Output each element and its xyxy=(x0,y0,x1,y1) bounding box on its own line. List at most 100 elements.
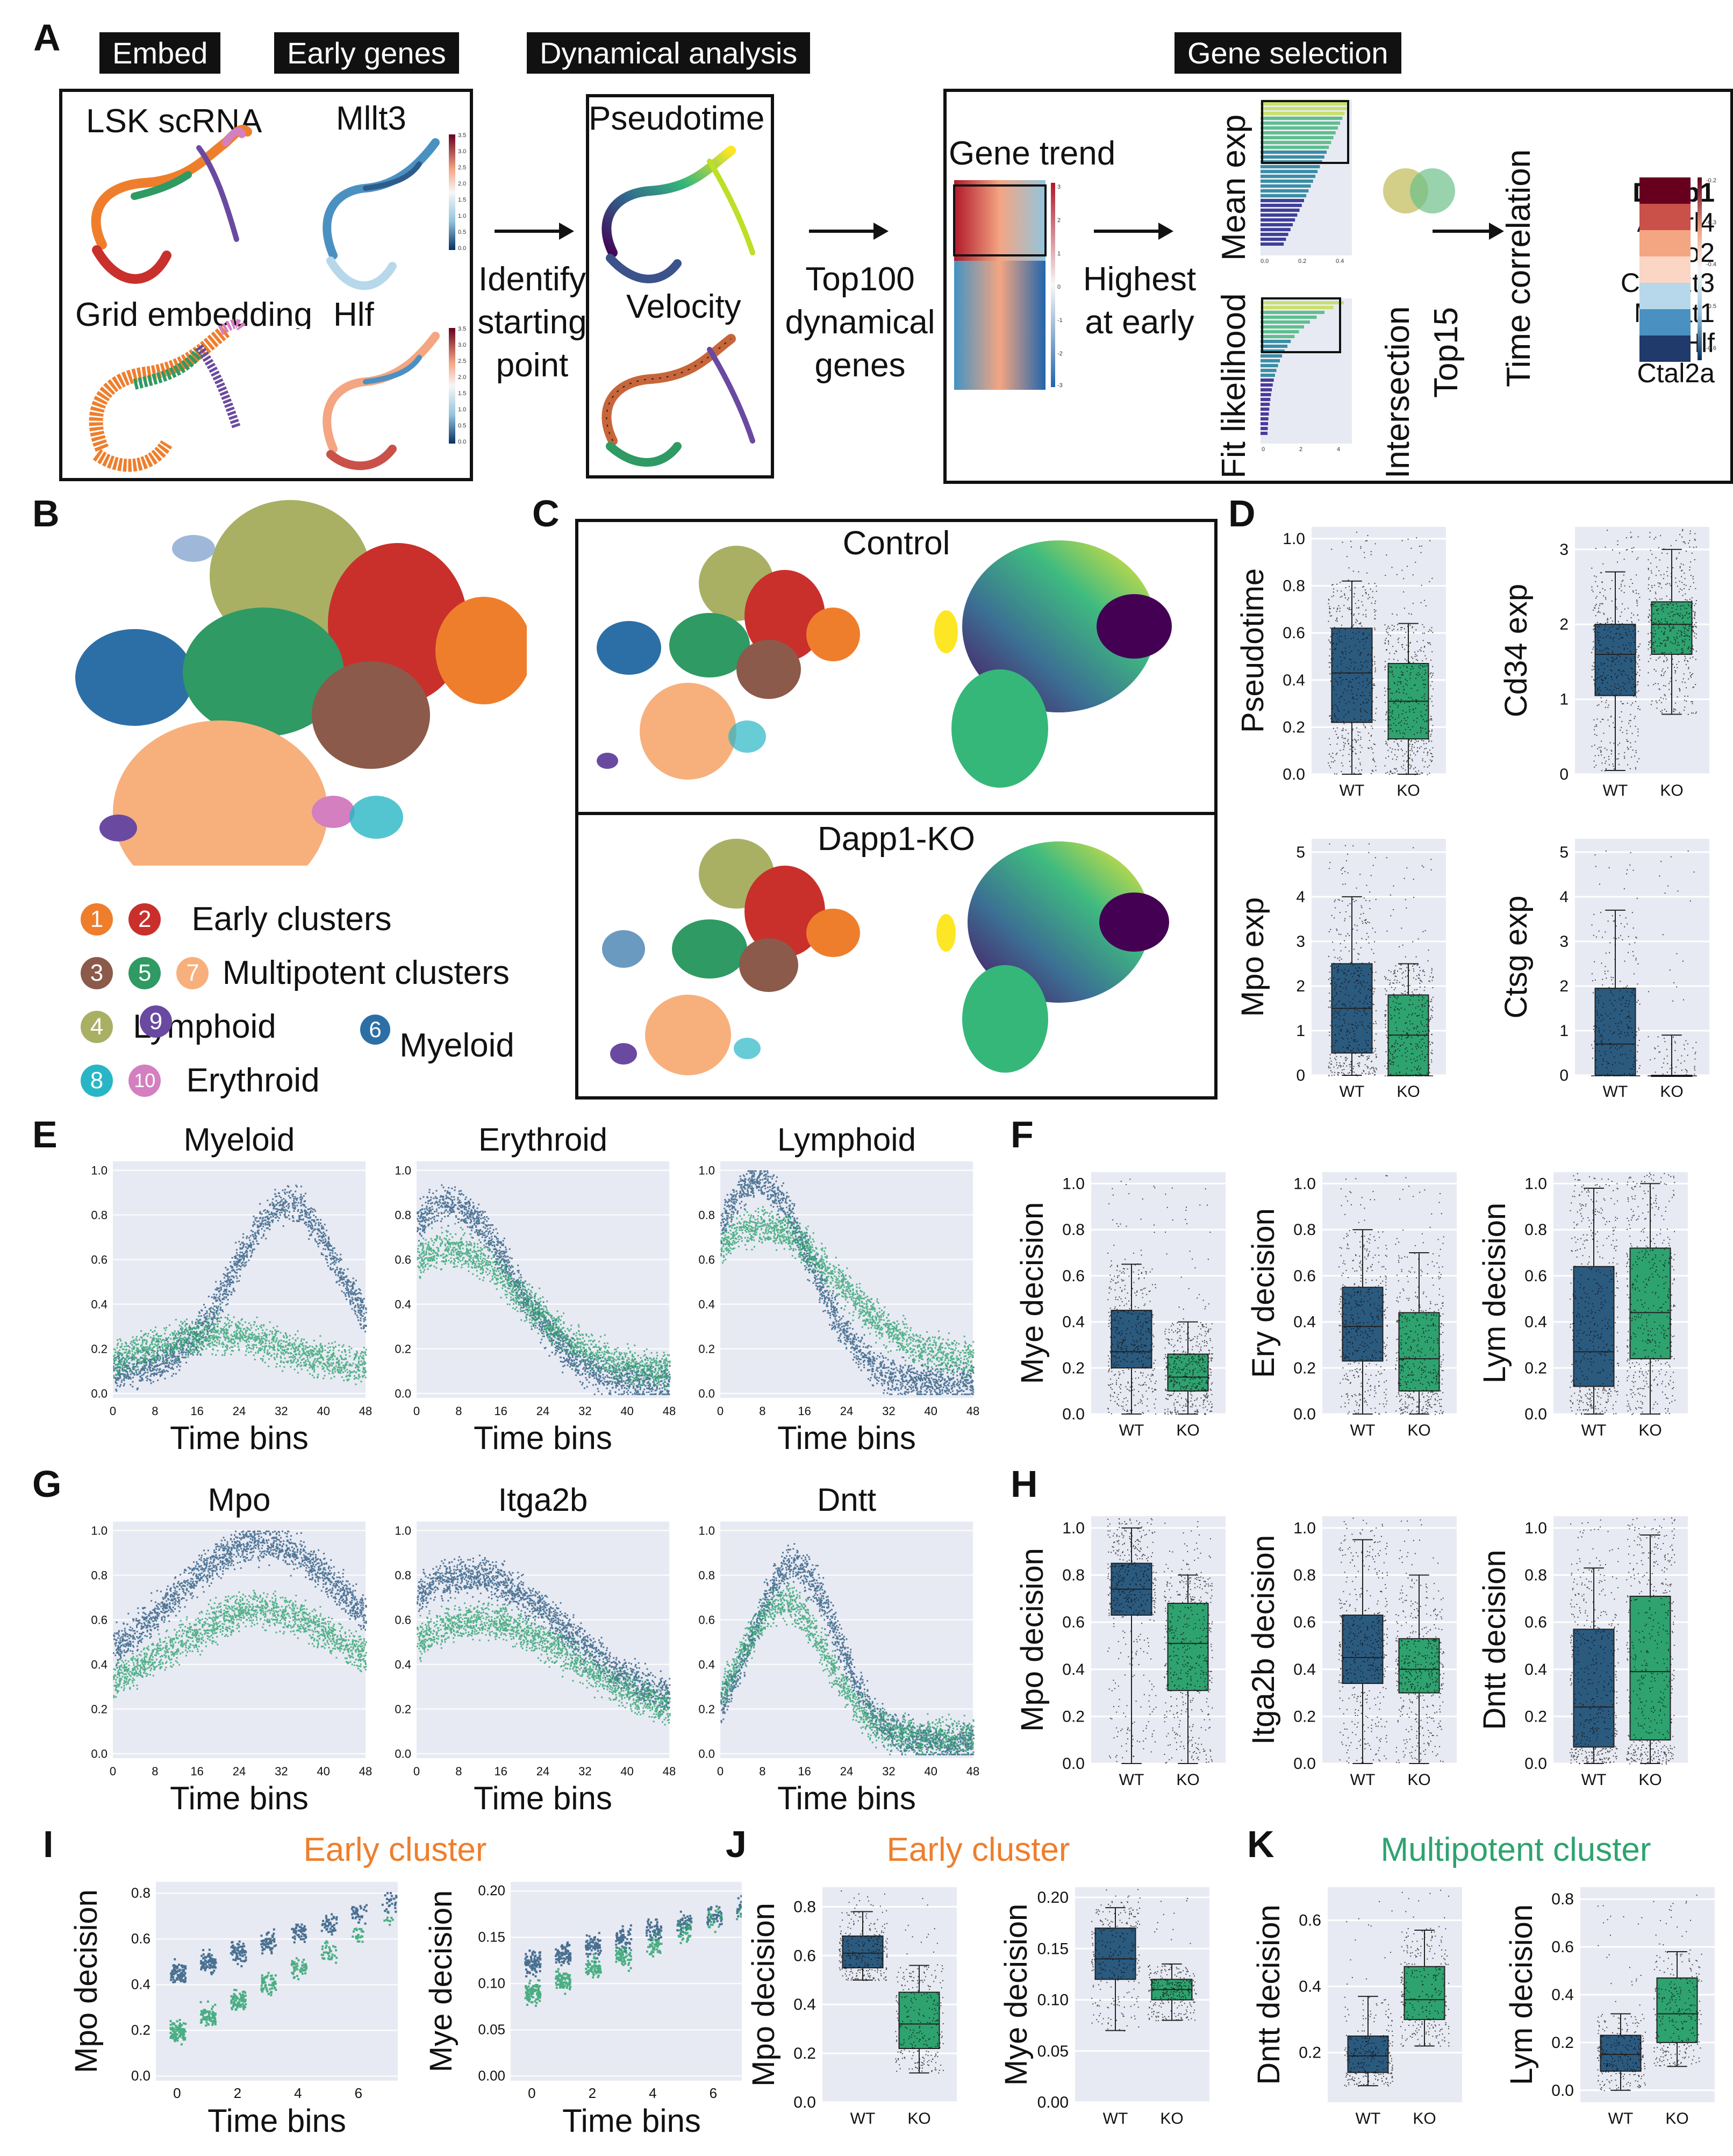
y-tick-label: 0.05 xyxy=(1037,2043,1069,2060)
boxplot: 0.0 0.2 0.4 0.6 0.8 1.0 Mye decision WT KO xyxy=(1015,1172,1226,1439)
x-tick-label: WT xyxy=(1350,1771,1376,1789)
x-tick-label: 32 xyxy=(578,1404,591,1418)
correlation-cell xyxy=(1639,335,1691,362)
y-tick-label: 3 xyxy=(1559,933,1569,951)
fit-likelihood-bar xyxy=(1261,340,1291,343)
y-tick-label: 0 xyxy=(1559,1067,1569,1084)
mean-exp-bar xyxy=(1261,204,1302,207)
mean-exp-bar xyxy=(1261,184,1311,188)
wt-scatter-points xyxy=(524,1895,742,1977)
mean-exp-bar xyxy=(1261,242,1284,246)
y-tick-label: 1 xyxy=(1296,1022,1305,1040)
y-tick-label: 1.0 xyxy=(1293,1175,1316,1193)
cluster-7-badge: 7 xyxy=(176,956,209,989)
x-tick-label: KO xyxy=(1660,782,1683,799)
y-tick-label: 0.20 xyxy=(1037,1889,1069,1907)
ko-box xyxy=(1167,1603,1209,1691)
x-tick-label: 16 xyxy=(494,1404,507,1418)
fit-likelihood-bar xyxy=(1261,408,1270,411)
x-tick-label: 40 xyxy=(924,1765,937,1778)
x-tick-label: 0 xyxy=(110,1404,116,1418)
x-tick-label: KO xyxy=(1638,1771,1662,1789)
y-tick-label: 0.0 xyxy=(1293,1755,1316,1773)
x-tick-label: WT xyxy=(1340,1083,1365,1101)
mllt3-tick: 2.5 xyxy=(458,165,466,171)
plot-background xyxy=(417,1161,669,1398)
panel-letter-k: K xyxy=(1247,1823,1274,1865)
ko-points xyxy=(1400,1889,1450,2047)
umap-clusters-plot xyxy=(75,500,527,866)
ko-scatter-points xyxy=(113,1589,367,1698)
x-tick-label: 0 xyxy=(528,2085,535,2101)
ko-scatter-points xyxy=(417,1597,671,1726)
mean-exp-bar xyxy=(1261,165,1320,168)
y-tick-label: 0.0 xyxy=(395,1747,411,1761)
y-tick-label: 0.6 xyxy=(1299,1912,1321,1930)
correlation-cell xyxy=(1639,283,1691,309)
y-tick-label: 0.6 xyxy=(1062,1267,1085,1285)
y-tick-label: 0.8 xyxy=(1062,1221,1085,1239)
time-correlation-label: Time correlation xyxy=(1500,149,1537,387)
fit-tick: 0 xyxy=(1262,446,1265,453)
embed-mini-plots: 3.5 3.0 2.5 2.0 1.5 1.0 0.5 0.0 3.5 3.0 … xyxy=(89,125,466,472)
y-tick-label: 0.2 xyxy=(1524,1708,1547,1725)
x-tick-label: 16 xyxy=(494,1765,507,1778)
step-dynamical-label: Dynamical analysis xyxy=(527,32,811,74)
y-tick-label: 0.10 xyxy=(1037,1991,1069,2009)
y-tick-label: 0.2 xyxy=(131,2022,151,2038)
x-axis-label: Time bins xyxy=(777,1780,916,1816)
x-tick-label: 8 xyxy=(152,1765,158,1778)
boxplot: 0.0 0.2 0.4 0.6 0.8 1.0 Itga2b decision WT KO xyxy=(1246,1516,1457,1789)
y-axis-label: Ery decision xyxy=(1246,1208,1281,1378)
y-tick-label: 0 xyxy=(1559,766,1569,783)
gene-selection-frame xyxy=(943,89,1733,484)
y-axis-label: Mye decision xyxy=(424,1890,459,2072)
mean-exp-bar xyxy=(1261,223,1293,226)
mean-exp-axis-ticks: 0.0 0.2 0.4 xyxy=(1261,258,1344,265)
y-tick-label: 0.8 xyxy=(1524,1221,1547,1239)
cluster-4-badge: 4 xyxy=(81,1010,113,1043)
y-axis-label: Mpo decision xyxy=(746,1903,781,2087)
mean-exp-bar xyxy=(1261,126,1338,130)
ko-scatter-points xyxy=(524,1907,742,2007)
panel-letter-j: J xyxy=(726,1823,747,1865)
corr-tick: -0.5 xyxy=(1706,303,1716,310)
x-tick-label: 16 xyxy=(798,1404,811,1418)
y-tick-label: 0.6 xyxy=(1293,1267,1316,1285)
fit-likelihood-bar xyxy=(1261,398,1271,401)
corr-tick: -0.2 xyxy=(1706,177,1716,184)
y-tick-label: 1.0 xyxy=(1283,530,1305,548)
y-tick-label: 0.00 xyxy=(1037,2094,1069,2111)
identify-text-line: point xyxy=(496,347,569,384)
panel-letter-c: C xyxy=(532,492,560,534)
x-tick-label: 40 xyxy=(620,1765,633,1778)
top100-text-line: dynamical xyxy=(785,304,935,341)
scatter-plot: 0.0 0.2 0.4 0.6 0.8 1.0 0 8 16 24 32 40 48 Erythroid T… xyxy=(395,1122,676,1456)
trend-tick: -2 xyxy=(1057,351,1063,357)
hlf-label: Hlf xyxy=(333,296,374,333)
wt-box xyxy=(1573,1629,1615,1748)
fit-tick: 4 xyxy=(1337,446,1340,453)
y-tick-label: 0.0 xyxy=(131,2067,151,2083)
x-tick-label: WT xyxy=(1581,1771,1607,1789)
x-tick-label: KO xyxy=(907,2110,930,2128)
wt-points xyxy=(1091,1889,1141,2032)
bar-rank-plots xyxy=(1261,99,1352,444)
y-tick-label: 0.2 xyxy=(395,1703,411,1716)
gene-trend-colorbar-ticks: 3 2 1 0 -1 -2 -3 xyxy=(1057,184,1063,389)
y-tick-label: 0.10 xyxy=(478,1975,505,1991)
boxplot: 0.0 0.2 0.4 0.6 0.8 1.0 Mpo decision WT KO xyxy=(1015,1516,1226,1789)
fit-likelihood-bar xyxy=(1261,422,1269,425)
ko-points xyxy=(1384,847,1434,1076)
mean-exp-bar xyxy=(1261,151,1327,154)
y-tick-label: 0.2 xyxy=(1524,1359,1547,1377)
mean-exp-bar xyxy=(1261,112,1345,115)
wt-box xyxy=(1342,1287,1384,1362)
panel-letter-a: A xyxy=(33,17,61,59)
x-tick-label: 32 xyxy=(578,1765,591,1778)
erythroid-clusters-label: Erythroid xyxy=(186,1062,320,1100)
early-clusters-label: Early clusters xyxy=(191,901,392,938)
cluster-1-badge: 1 xyxy=(81,903,113,936)
panel-i-scatter: 0.0 0.2 0.4 0.6 0.8 0 2 4 6 Mpo decision Time bins… xyxy=(69,1882,742,2139)
